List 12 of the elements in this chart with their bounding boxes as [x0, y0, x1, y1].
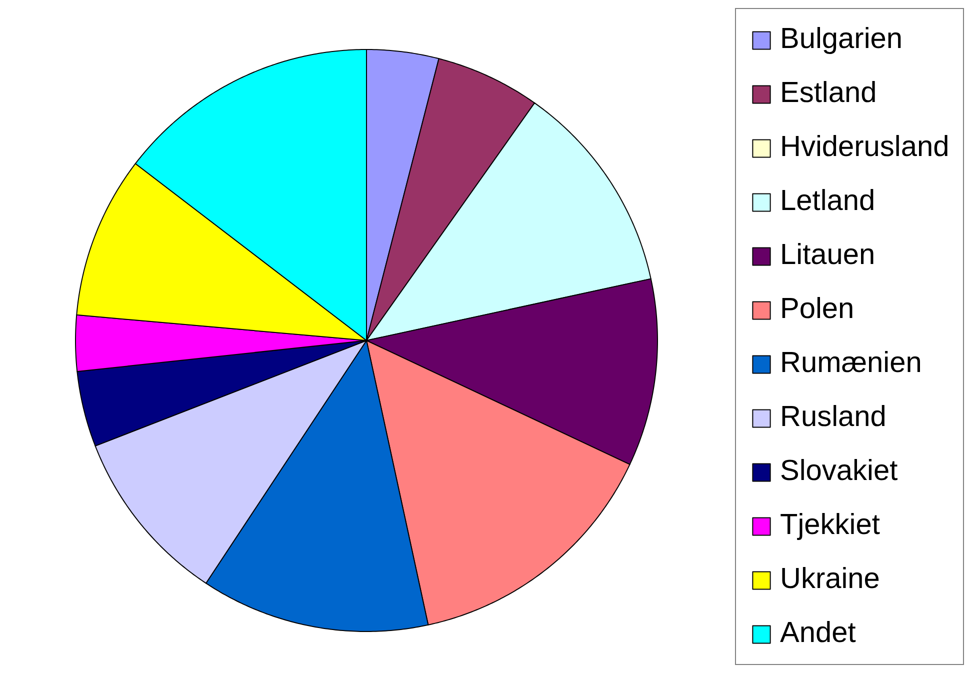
legend-label: Ukraine [780, 563, 880, 596]
legend-label: Tjekkiet [780, 509, 880, 542]
legend-label: Polen [780, 293, 854, 326]
legend-label: Litauen [780, 239, 876, 272]
legend-label: Slovakiet [780, 455, 898, 488]
legend-label: Estland [780, 77, 877, 110]
legend-label: Rumænien [780, 347, 922, 380]
legend-label: Bulgarien [780, 23, 903, 56]
legend-label: Rusland [780, 401, 886, 434]
legend-label: Hviderusland [780, 131, 950, 164]
legend-label: Letland [780, 185, 876, 218]
legend-label: Andet [780, 617, 856, 650]
